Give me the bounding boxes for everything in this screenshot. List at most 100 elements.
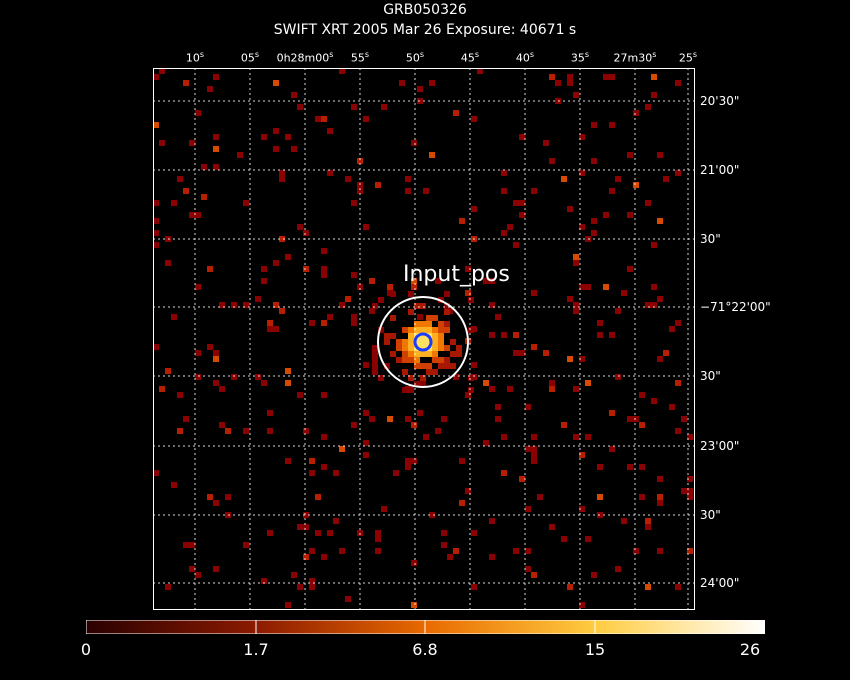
photon-pixel xyxy=(189,212,195,218)
source-pixel xyxy=(438,345,444,351)
source-pixel xyxy=(378,297,384,303)
photon-pixel xyxy=(531,290,537,296)
photon-pixel xyxy=(231,374,237,380)
photon-pixel xyxy=(207,266,213,272)
photon-pixel xyxy=(657,500,663,506)
photon-pixel xyxy=(585,284,591,290)
photon-pixel xyxy=(591,158,597,164)
colorbar-label: 26 xyxy=(739,640,761,659)
source-pixel xyxy=(414,339,420,345)
photon-pixel xyxy=(501,332,507,338)
photon-pixel xyxy=(195,374,201,380)
source-pixel xyxy=(456,351,462,357)
photon-pixel xyxy=(543,140,549,146)
photon-pixel xyxy=(189,140,195,146)
source-pixel xyxy=(444,291,450,297)
photon-pixel xyxy=(663,176,669,182)
photon-pixel xyxy=(525,446,531,452)
photon-pixel xyxy=(351,200,357,206)
photon-pixel xyxy=(213,380,219,386)
photon-pixel xyxy=(525,548,531,554)
photon-pixel xyxy=(471,530,477,536)
source-pixel xyxy=(372,363,378,369)
source-pixel xyxy=(426,327,432,333)
photon-pixel xyxy=(627,152,633,158)
photon-pixel xyxy=(639,494,645,500)
photon-pixel xyxy=(657,548,663,554)
photon-pixel xyxy=(633,416,639,422)
photon-pixel xyxy=(531,572,537,578)
photon-pixel xyxy=(489,302,495,308)
photon-pixel xyxy=(639,422,645,428)
photon-pixel xyxy=(153,242,159,248)
photon-pixel xyxy=(303,230,309,236)
photon-pixel xyxy=(627,416,633,422)
photon-pixel xyxy=(393,470,399,476)
source-pixel xyxy=(450,363,456,369)
photon-pixel xyxy=(165,584,171,590)
source-pixel xyxy=(438,363,444,369)
photon-pixel xyxy=(351,314,357,320)
dec-tick-label: 30" xyxy=(700,232,721,246)
photon-pixel xyxy=(183,542,189,548)
source-pixel xyxy=(402,345,408,351)
photon-pixel xyxy=(411,284,417,290)
photon-pixel xyxy=(363,362,369,368)
photon-pixel xyxy=(375,548,381,554)
photon-pixel xyxy=(531,446,537,452)
photon-pixel xyxy=(489,386,495,392)
photon-pixel xyxy=(483,380,489,386)
photon-pixel xyxy=(159,68,165,74)
ra-tick-label: 45s xyxy=(460,50,480,65)
photon-pixel xyxy=(561,176,567,182)
photon-pixel xyxy=(597,320,603,326)
source-pixel xyxy=(390,315,396,321)
source-pixel xyxy=(372,369,378,375)
photon-pixel xyxy=(501,170,507,176)
photon-pixel xyxy=(213,164,219,170)
source-pixel xyxy=(420,375,426,381)
photon-pixel xyxy=(213,356,219,362)
photon-pixel xyxy=(447,554,453,560)
photon-pixel xyxy=(465,488,471,494)
photon-pixel xyxy=(513,200,519,206)
photon-pixel xyxy=(549,74,555,80)
photon-pixel xyxy=(363,116,369,122)
source-pixel xyxy=(372,345,378,351)
photon-pixel xyxy=(579,134,585,140)
photon-pixel xyxy=(267,320,273,326)
photon-pixel xyxy=(483,278,489,284)
source-pixel xyxy=(468,327,474,333)
photon-pixel xyxy=(213,134,219,140)
source-pixel xyxy=(420,303,426,309)
photon-pixel xyxy=(267,530,273,536)
photon-pixel xyxy=(183,80,189,86)
photon-pixel xyxy=(489,518,495,524)
photon-pixel xyxy=(285,134,291,140)
photon-pixel xyxy=(207,494,213,500)
colorbar-label: 15 xyxy=(584,640,606,659)
photon-pixel xyxy=(351,272,357,278)
photon-pixel xyxy=(261,134,267,140)
source-pixel xyxy=(408,291,414,297)
photon-pixel xyxy=(345,176,351,182)
colorbar-label: 6.8 xyxy=(412,640,438,659)
photon-pixel xyxy=(291,146,297,152)
photon-pixel xyxy=(573,92,579,98)
photon-pixel xyxy=(573,254,579,260)
photon-pixel xyxy=(321,116,327,122)
photon-pixel xyxy=(663,350,669,356)
ra-tick-label: 55s xyxy=(350,50,370,65)
photon-pixel xyxy=(303,554,309,560)
photon-pixel xyxy=(657,152,663,158)
photon-pixel xyxy=(471,116,477,122)
ra-tick-label: 40s xyxy=(515,50,535,65)
photon-pixel xyxy=(483,440,489,446)
photon-pixel xyxy=(153,122,159,128)
photon-pixel xyxy=(153,200,159,206)
photon-pixel xyxy=(687,434,693,440)
photon-pixel xyxy=(531,344,537,350)
photon-pixel xyxy=(339,68,345,74)
photon-pixel xyxy=(411,140,417,146)
photon-pixel xyxy=(381,104,387,110)
